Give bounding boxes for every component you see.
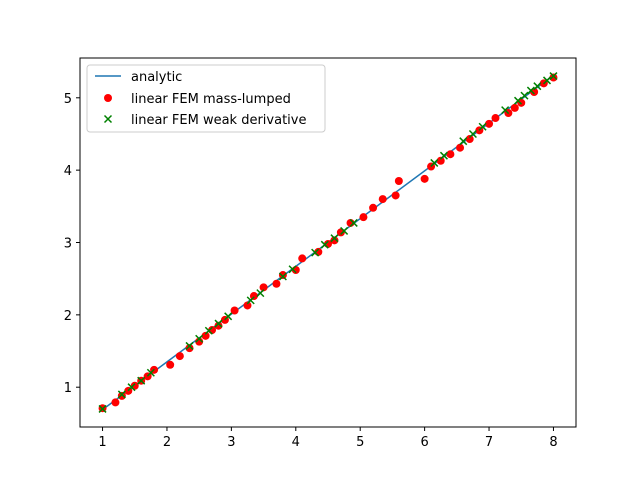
- plot-area: [98, 72, 558, 413]
- mass-lumped-point: [465, 135, 474, 144]
- weak-derivative-point: [204, 326, 213, 335]
- weak-derivative-point: [349, 218, 358, 227]
- mass-lumped-point: [510, 103, 519, 112]
- x-tick-label: 2: [163, 435, 171, 450]
- mass-lumped-point: [249, 292, 258, 301]
- weak-derivative-point: [478, 122, 487, 131]
- weak-derivative-point: [340, 226, 349, 235]
- mass-lumped-point: [278, 271, 287, 280]
- mass-lumped-point: [230, 306, 239, 315]
- weak-derivative-point: [288, 265, 297, 274]
- mass-lumped-point: [549, 73, 558, 82]
- legend-label: analytic: [131, 70, 182, 85]
- x-tick-label: 8: [549, 435, 557, 450]
- mass-lumped-point: [369, 203, 378, 212]
- weak-derivative-point: [520, 91, 529, 100]
- mass-lumped-point: [214, 321, 223, 330]
- weak-derivative-point: [146, 368, 155, 377]
- weak-derivative-point: [320, 240, 329, 249]
- x-tick-label: 7: [485, 435, 493, 450]
- weak-derivative-point: [246, 296, 255, 305]
- y-tick-label: 1: [64, 381, 72, 396]
- weak-derivative-point: [311, 248, 320, 257]
- legend-box: [86, 64, 326, 133]
- mass-lumped-point: [175, 352, 184, 361]
- mass-lumped-point: [491, 114, 500, 123]
- mass-lumped-point: [446, 150, 455, 159]
- mass-lumped-point: [485, 119, 494, 128]
- weak-derivative-point: [501, 106, 510, 115]
- legend-weak-derivative-swatch: [103, 114, 113, 124]
- mass-lumped-point: [420, 174, 429, 183]
- mass-lumped-point: [394, 177, 403, 185]
- weak-derivative-point: [195, 334, 204, 343]
- x-tick-label: 6: [420, 435, 428, 450]
- x-tick-label: 3: [227, 435, 235, 450]
- weak-derivative-point: [468, 129, 477, 139]
- legend: analytic linear FEM mass-lumped linear FEM…: [86, 64, 326, 133]
- mass-lumped-point: [378, 195, 387, 204]
- weak-derivative-point: [439, 151, 448, 160]
- mass-lumped-point: [359, 213, 368, 222]
- weak-derivative-point: [430, 158, 439, 167]
- y-tick-label: 4: [64, 164, 72, 179]
- weak-derivative-point: [330, 234, 339, 243]
- weak-derivative-point: [98, 404, 107, 413]
- x-tick-label: 4: [292, 435, 300, 450]
- x-tick-label: 1: [98, 435, 106, 450]
- legend-label: linear FEM weak derivative: [131, 113, 306, 128]
- mass-lumped-point: [195, 337, 204, 346]
- weak-derivative-point: [526, 86, 535, 95]
- weak-derivative-point: [549, 72, 558, 81]
- mass-lumped-point: [243, 301, 252, 310]
- weak-derivative-point: [459, 137, 468, 146]
- mass-lumped-point: [259, 283, 268, 292]
- weak-derivative-point: [513, 96, 523, 105]
- mass-lumped-point: [111, 398, 120, 407]
- mass-lumped-point: [117, 391, 126, 400]
- mass-lumped-point: [185, 344, 194, 353]
- mass-lumped-point: [298, 254, 307, 263]
- axes: 1 2 3 4 5 6 7 8 1 2 3 4 5: [64, 57, 577, 450]
- mass-lumped-point: [166, 360, 175, 369]
- mass-lumped-point: [201, 331, 210, 340]
- weak-derivative-point: [127, 383, 136, 392]
- weak-derivative-point: [185, 341, 194, 350]
- weak-derivative-point: [256, 289, 265, 298]
- weak-derivative-point: [533, 82, 542, 91]
- weak-derivative-point: [214, 319, 223, 328]
- y-tick-label: 2: [64, 309, 72, 324]
- mass-lumped-point: [391, 191, 400, 200]
- mass-lumped-point: [330, 236, 339, 245]
- x-tick-label: 5: [356, 435, 364, 450]
- weak-derivative-point: [117, 390, 126, 399]
- y-tick-label: 3: [64, 237, 72, 252]
- weak-derivative-point: [278, 272, 287, 281]
- legend-mass-lumped-swatch: [104, 94, 112, 102]
- legend-label: linear FEM mass-lumped: [131, 92, 291, 107]
- weak-derivative-point: [542, 76, 552, 85]
- mass-lumped-point: [436, 156, 445, 165]
- weak-derivative-point: [137, 376, 146, 385]
- y-tick-label: 5: [64, 92, 72, 107]
- mass-lumped-point: [456, 143, 465, 152]
- weak-derivative-point: [224, 312, 233, 321]
- mass-lumped-point: [272, 279, 281, 288]
